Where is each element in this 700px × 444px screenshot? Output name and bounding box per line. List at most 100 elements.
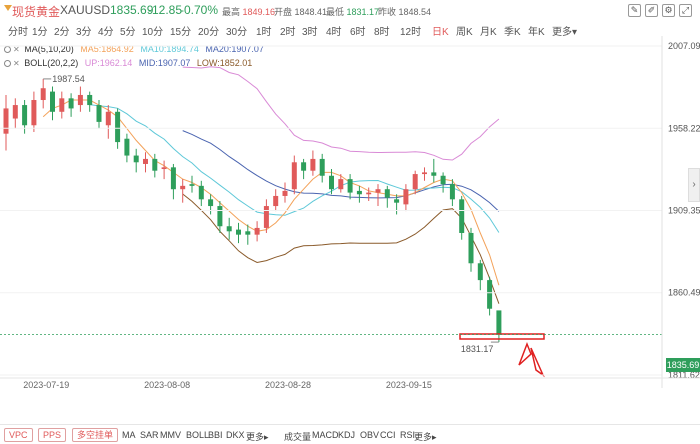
tab-period-1[interactable]: 1分 bbox=[32, 27, 48, 38]
tab-period-14[interactable]: 6时 bbox=[350, 27, 366, 38]
main-indicator-5[interactable]: DKX bbox=[226, 430, 245, 440]
candle-body bbox=[170, 167, 176, 190]
candle-body bbox=[96, 105, 102, 122]
tab-period-0[interactable]: 分时 bbox=[8, 27, 28, 38]
candle-body bbox=[143, 158, 148, 164]
close-icon[interactable]: ✕ bbox=[13, 59, 20, 68]
chevron-right-icon[interactable]: › bbox=[688, 168, 700, 202]
quote-header: 现货黄金 XAUUSD 1835.69 -12.85 -0.70% 最高 184… bbox=[0, 0, 700, 20]
boll-bands bbox=[182, 66, 500, 304]
candle-body bbox=[31, 100, 37, 126]
support-box bbox=[459, 333, 545, 340]
boll-label: BOLL(20,2,2) bbox=[24, 58, 79, 68]
tab-period-7[interactable]: 15分 bbox=[170, 27, 192, 38]
visibility-toggle-icon[interactable] bbox=[4, 60, 11, 67]
toggle-button-0[interactable]: VPC bbox=[4, 428, 33, 442]
tab-period-22[interactable]: 更多▾ bbox=[552, 27, 578, 38]
candle-body bbox=[50, 91, 55, 112]
edit-icon[interactable]: ✎ bbox=[628, 4, 641, 17]
main-indicator-6[interactable]: 更多▸ bbox=[246, 432, 269, 442]
tab-period-21[interactable]: 年K bbox=[528, 27, 545, 38]
tab-period-15[interactable]: 8时 bbox=[374, 27, 390, 38]
tab-period-3[interactable]: 3分 bbox=[76, 27, 92, 38]
tab-period-2[interactable]: 2分 bbox=[54, 27, 70, 38]
candle-body bbox=[366, 192, 372, 195]
indicator-bar: VPC PPS 多空挂单 MA SAR MMV BOLL BBI DKX 更多▸ 成交量 MACD KD… bbox=[0, 424, 700, 444]
candle-body bbox=[87, 94, 93, 106]
candle-body bbox=[3, 108, 9, 134]
candlestick-chart[interactable]: 1987.54 1831.17 2007.09 1958.22 1909.35 1860… bbox=[0, 36, 700, 424]
candle-body bbox=[59, 98, 65, 112]
candle-body bbox=[133, 155, 139, 163]
candle-body bbox=[254, 227, 260, 235]
dropdown-caret-icon[interactable] bbox=[4, 5, 12, 11]
tab-period-11[interactable]: 2时 bbox=[280, 27, 296, 38]
candle-body bbox=[77, 94, 83, 106]
candle-body bbox=[459, 199, 465, 233]
sub-indicator-4[interactable]: CCI bbox=[380, 430, 396, 440]
sub-indicator-0[interactable]: 成交量 bbox=[284, 432, 312, 442]
low-stat: 最低 1831.17 bbox=[326, 7, 380, 17]
sub-indicator-6[interactable]: 更多▸ bbox=[414, 432, 437, 442]
candle-body bbox=[245, 231, 251, 235]
candle-body bbox=[496, 310, 502, 335]
main-indicator-2[interactable]: MMV bbox=[160, 430, 181, 440]
sub-indicator-3[interactable]: OBV bbox=[360, 430, 380, 440]
main-indicator-4[interactable]: BBI bbox=[208, 430, 223, 440]
candle-body bbox=[440, 175, 446, 185]
candle-body bbox=[124, 138, 130, 156]
red-arrow-up bbox=[518, 341, 532, 366]
x-axis: 2023-07-19 2023-08-08 2023-08-28 2023-09-15 bbox=[0, 377, 700, 390]
boll-low-value: LOW:1852.01 bbox=[196, 58, 253, 68]
candle-body bbox=[431, 172, 437, 176]
x-tick-label: 2023-09-15 bbox=[386, 380, 432, 390]
candle-body bbox=[105, 111, 111, 126]
tab-period-17[interactable]: 日K bbox=[432, 27, 449, 38]
sub-indicator-5[interactable]: RSI bbox=[400, 430, 416, 440]
tab-period-16[interactable]: 12时 bbox=[400, 27, 422, 38]
red-arrow-down bbox=[530, 347, 545, 378]
main-indicator-1[interactable]: SAR bbox=[140, 430, 159, 440]
toggle-button-2[interactable]: 多空挂单 bbox=[72, 428, 119, 442]
candle-body bbox=[115, 111, 121, 143]
tab-period-10[interactable]: 1时 bbox=[256, 27, 272, 38]
main-indicator-3[interactable]: BOLL bbox=[186, 430, 210, 440]
tab-period-6[interactable]: 10分 bbox=[142, 27, 164, 38]
tab-period-13[interactable]: 4时 bbox=[326, 27, 342, 38]
tab-period-20[interactable]: 季K bbox=[504, 27, 521, 38]
main-indicator-0[interactable]: MA bbox=[122, 430, 136, 440]
low-label: 1831.17 bbox=[461, 344, 494, 354]
candle-body bbox=[329, 175, 334, 190]
candle-body bbox=[356, 190, 362, 195]
y-tick-label: 1958.22 bbox=[668, 123, 700, 133]
open-stat: 开盘 1848.41 bbox=[274, 7, 328, 17]
ma10-line bbox=[89, 104, 500, 233]
tab-period-18[interactable]: 周K bbox=[456, 27, 473, 38]
boll-legend: ✕ BOLL(20,2,2) UP:1962.14 MID:1907.07 LO… bbox=[4, 58, 252, 70]
tab-period-12[interactable]: 3时 bbox=[302, 27, 318, 38]
candle-body bbox=[22, 105, 28, 126]
tab-period-4[interactable]: 4分 bbox=[98, 27, 114, 38]
sub-indicator-1[interactable]: MACD bbox=[312, 430, 339, 440]
x-tick-label: 2023-07-19 bbox=[23, 380, 69, 390]
boll-up-value: UP:1962.14 bbox=[84, 58, 133, 68]
sub-indicator-2[interactable]: KDJ bbox=[338, 430, 356, 440]
tab-period-5[interactable]: 5分 bbox=[120, 27, 136, 38]
ma5-value: MA5:1864.92 bbox=[80, 44, 134, 54]
tab-period-9[interactable]: 30分 bbox=[226, 27, 248, 38]
fullscreen-icon[interactable]: ⤢ bbox=[679, 4, 692, 17]
symbol-name[interactable]: 现货黄金 bbox=[12, 5, 61, 19]
settings-icon[interactable]: ⚙ bbox=[662, 4, 675, 17]
close-icon[interactable]: ✕ bbox=[13, 45, 20, 54]
candle-body bbox=[236, 229, 241, 235]
pencil-icon[interactable]: ✐ bbox=[645, 4, 658, 17]
tab-period-19[interactable]: 月K bbox=[480, 27, 497, 38]
tab-period-8[interactable]: 20分 bbox=[198, 27, 220, 38]
prev-close-stat: 昨收 1848.54 bbox=[378, 7, 432, 17]
y-tick-label: 1909.35 bbox=[668, 206, 700, 216]
toggle-button-1[interactable]: PPS bbox=[38, 428, 67, 442]
ma-label: MA(5,10,20) bbox=[24, 44, 74, 54]
candle-body bbox=[319, 158, 325, 176]
candle-body bbox=[180, 185, 186, 190]
annotations: 1987.54 1831.17 bbox=[0, 74, 662, 378]
